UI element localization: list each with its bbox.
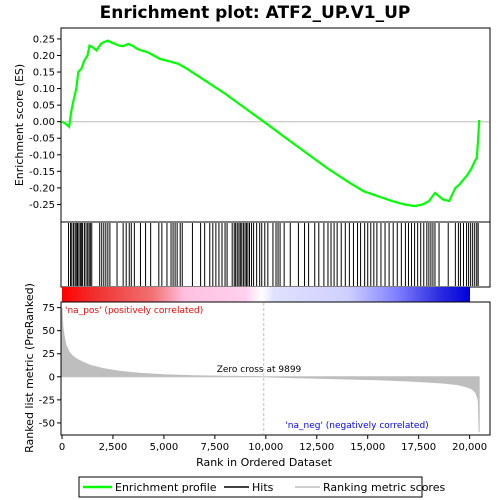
x-axis: 0 2,500 5,000 7,500 10,000 12,500 15,000 17,500… bbox=[59, 435, 487, 453]
metric-tick-label: -50 bbox=[39, 418, 55, 429]
chart-title: Enrichment plot: ATF2_UP.V1_UP bbox=[100, 3, 411, 23]
x-tick-label: 2,500 bbox=[99, 442, 128, 453]
es-tick-label: 0.10 bbox=[33, 84, 55, 95]
gradient-bar bbox=[62, 287, 470, 302]
es-tick-label: -0.10 bbox=[29, 150, 55, 161]
x-tick-label: 7,500 bbox=[201, 442, 230, 453]
es-tick-label: -0.25 bbox=[29, 200, 55, 211]
zero-cross-label: Zero cross at 9899 bbox=[217, 365, 302, 375]
metric-tick-label: 50 bbox=[42, 326, 55, 337]
es-panel bbox=[60, 27, 491, 223]
pos-label: 'na_pos' (positively correlated) bbox=[65, 306, 203, 316]
es-tick-label: 0.00 bbox=[33, 117, 55, 128]
es-tick-label: 0.25 bbox=[33, 34, 55, 45]
es-tick-label: -0.20 bbox=[29, 183, 55, 194]
es-tick-label: -0.15 bbox=[29, 167, 55, 178]
y-axis-label-metric: Ranked list metric (PreRanked) bbox=[23, 283, 36, 453]
x-tick-label: 10,000 bbox=[248, 442, 283, 453]
es-tick-label: 0.15 bbox=[33, 68, 55, 79]
metric-tick-label: -25 bbox=[39, 395, 55, 406]
metric-tick-label: 75 bbox=[42, 303, 55, 314]
es-tick-label: -0.05 bbox=[29, 134, 55, 145]
ranking-metric-area bbox=[61, 307, 480, 433]
es-tick-label: 0.20 bbox=[33, 51, 55, 62]
legend-enrichment-label: Enrichment profile bbox=[115, 481, 217, 494]
x-tick-label: 0 bbox=[59, 442, 65, 453]
legend-hits-label: Hits bbox=[252, 481, 274, 494]
hit-markers bbox=[68, 223, 479, 286]
x-axis-label: Rank in Ordered Dataset bbox=[196, 456, 333, 469]
x-tick-label: 15,000 bbox=[350, 442, 385, 453]
x-tick-label: 17,500 bbox=[401, 442, 436, 453]
x-tick-label: 5,000 bbox=[150, 442, 179, 453]
metric-tick-label: 0 bbox=[49, 372, 55, 383]
metric-axis: 75 50 25 0 -25 -50 bbox=[39, 303, 61, 429]
es-tick-label: 0.05 bbox=[33, 101, 55, 112]
neg-label: 'na_neg' (negatively correlated) bbox=[285, 421, 428, 431]
legend: Enrichment profile Hits Ranking metric s… bbox=[78, 476, 445, 498]
x-tick-label: 20,000 bbox=[452, 442, 487, 453]
legend-box bbox=[78, 476, 423, 498]
y-axis-label-es: Enrichment score (ES) bbox=[13, 64, 26, 186]
metric-panel bbox=[60, 301, 491, 436]
enrichment-profile-line bbox=[61, 39, 481, 208]
es-axis: 0.25 0.20 0.15 0.10 0.05 0.00 -0.05 -0.10 -0.15 -… bbox=[29, 34, 61, 211]
legend-ranking-label: Ranking metric scores bbox=[323, 481, 445, 494]
x-tick-label: 12,500 bbox=[299, 442, 334, 453]
metric-tick-label: 25 bbox=[42, 349, 55, 360]
